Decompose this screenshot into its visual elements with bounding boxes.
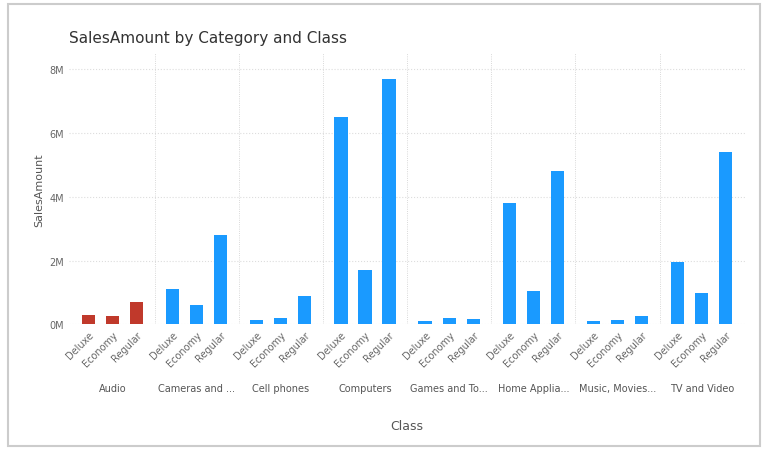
Bar (250, 320, 263, 325)
Bar (502, 204, 516, 325)
Bar (671, 262, 684, 325)
Bar (359, 271, 372, 325)
Text: Home Applia...: Home Applia... (498, 383, 569, 393)
Bar (81, 315, 95, 325)
Bar (442, 318, 455, 325)
Bar (190, 306, 204, 325)
Bar (587, 321, 600, 325)
Text: Computers: Computers (338, 383, 392, 393)
Bar (611, 321, 624, 325)
Bar (635, 316, 648, 325)
Bar (382, 79, 396, 325)
Bar (719, 153, 733, 325)
Bar (214, 235, 227, 325)
Text: SalesAmount by Category and Class: SalesAmount by Category and Class (69, 31, 347, 46)
Bar (334, 118, 347, 325)
Bar (551, 172, 564, 325)
Text: Cameras and ...: Cameras and ... (158, 383, 235, 393)
Bar (106, 316, 119, 325)
Text: TV and Video: TV and Video (670, 383, 733, 393)
Text: Audio: Audio (98, 383, 126, 393)
Bar (130, 303, 143, 325)
Bar (298, 296, 312, 325)
Bar (274, 318, 287, 325)
Bar (527, 291, 540, 325)
Text: Music, Movies...: Music, Movies... (579, 383, 656, 393)
Bar (467, 319, 480, 325)
Bar (419, 321, 432, 325)
Text: Class: Class (391, 419, 423, 433)
Text: Cell phones: Cell phones (252, 383, 310, 393)
Bar (166, 290, 179, 325)
Text: Games and To...: Games and To... (410, 383, 488, 393)
Bar (695, 293, 708, 325)
Y-axis label: SalesAmount: SalesAmount (34, 153, 44, 226)
